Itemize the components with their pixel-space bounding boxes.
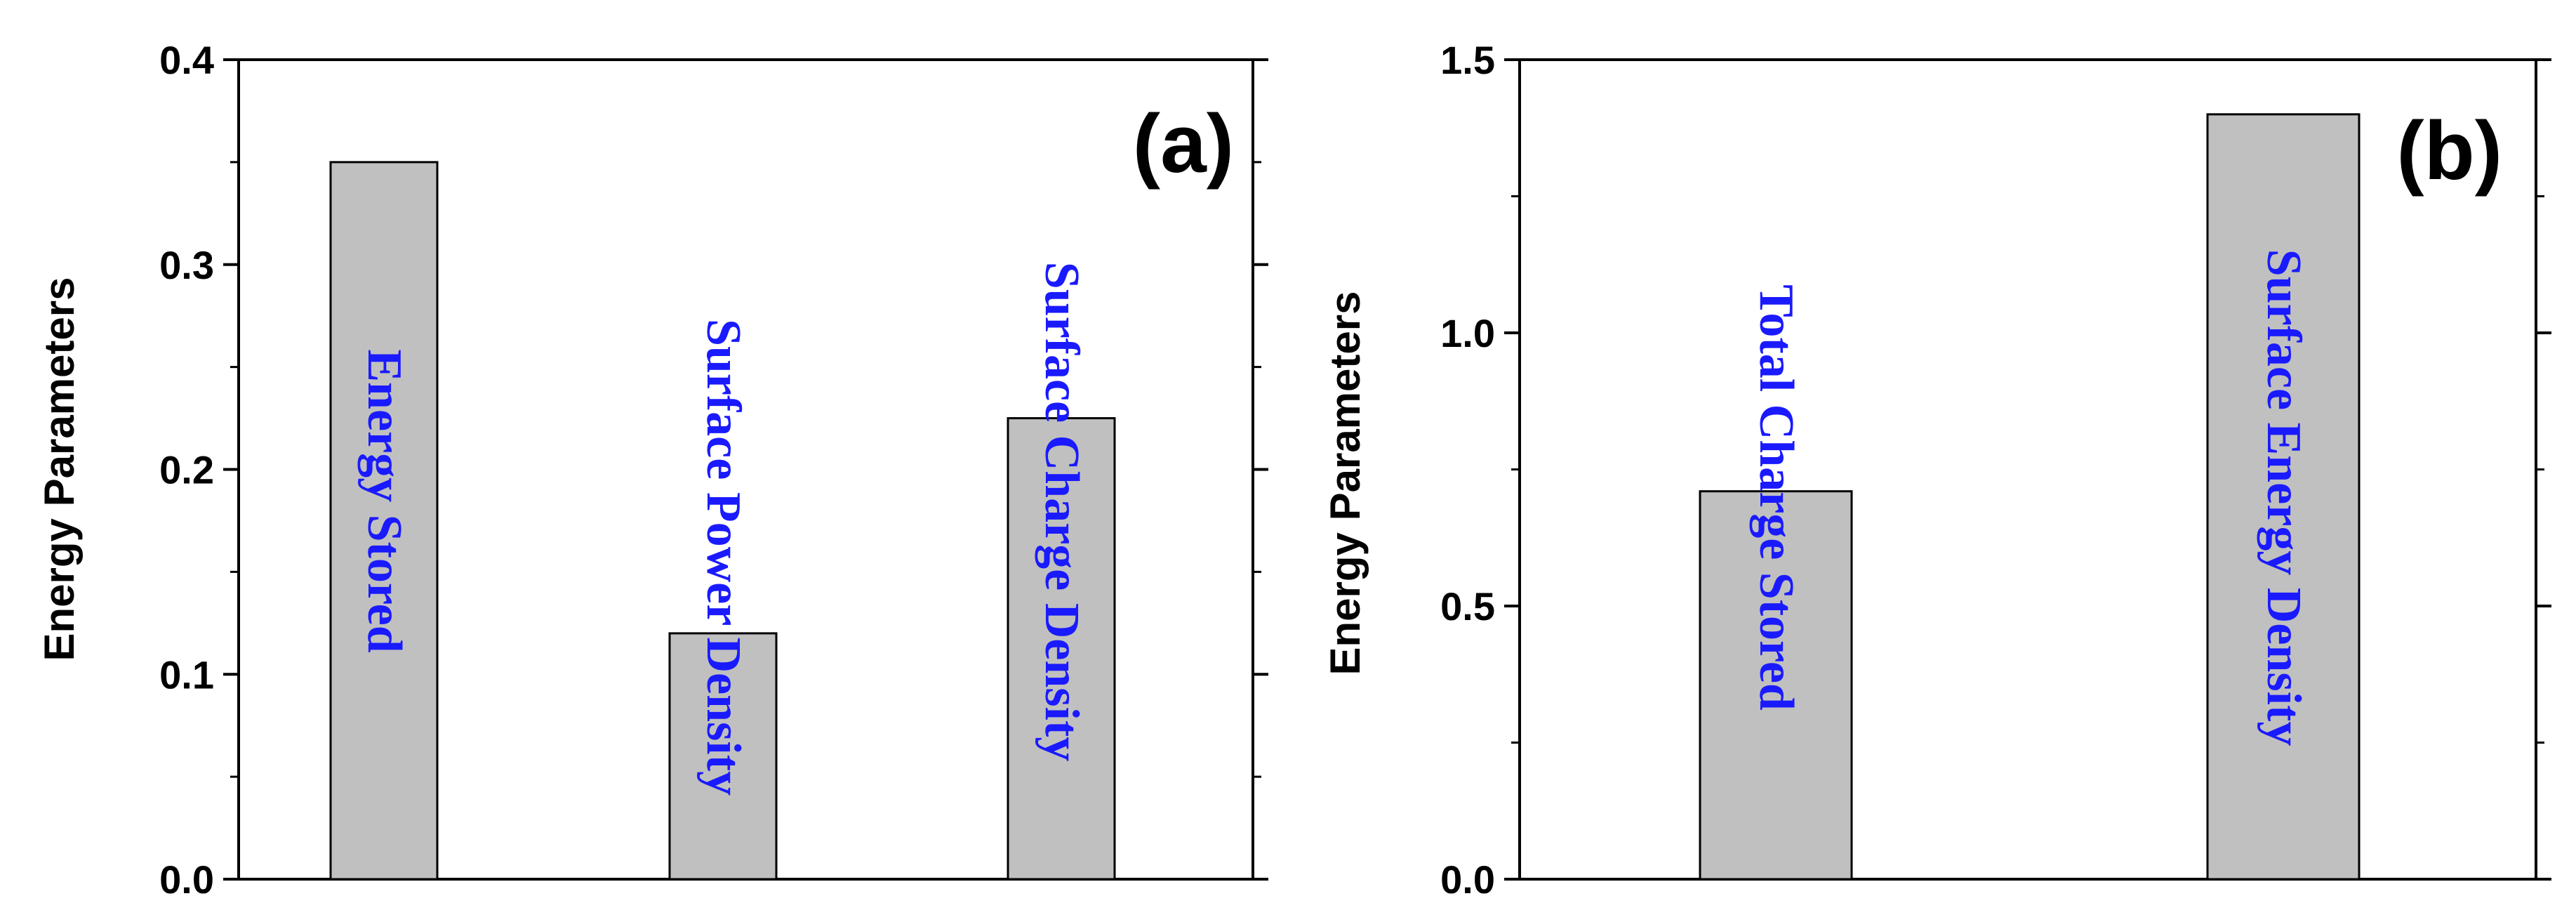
bar-label: Surface Power Density	[696, 319, 750, 796]
bars-b: Total Charge Stored Surface Energy Densit…	[1699, 113, 2361, 881]
bar-energy-stored	[329, 161, 439, 881]
bar-total-charge-stored	[1699, 490, 1853, 881]
bar-label: Surface Energy Density	[2257, 249, 2311, 746]
y-axis-title-a: Energy Parameters	[36, 277, 83, 661]
y-tick-label: 0.0	[159, 857, 214, 902]
bars-a: Energy Stored Surface Power Density Surfac…	[329, 161, 1116, 881]
y-tick-label: 0.1	[159, 652, 214, 697]
y-tick-label: 0.0	[1440, 857, 1495, 902]
panel-label-a: (a)	[1133, 98, 1234, 190]
chart-panel-a: 0.0 0.1 0.2 0.3 0.4 Energy Stored Surface Pow…	[36, 38, 1268, 902]
bar-surface-power-density	[668, 632, 778, 881]
y-axis-title-b: Energy Parameters	[1322, 291, 1369, 676]
panel-label-b: (b)	[2396, 105, 2502, 197]
y-tick-label: 1.5	[1440, 38, 1495, 82]
bar-surface-charge-density	[1007, 417, 1116, 881]
y-tick-label: 0.4	[159, 38, 214, 82]
chart-panel-b: 0.0 0.5 1.0 1.5 Total Charge Stored Surface …	[1322, 38, 2551, 902]
y-tick-label: 1.0	[1440, 311, 1495, 355]
bar-label: Total Charge Stored	[1749, 284, 1803, 711]
y-axis-ticks-a: 0.0 0.1 0.2 0.3 0.4	[159, 38, 1268, 902]
bar-surface-energy-density	[2206, 113, 2361, 881]
bar-label: Energy Stored	[357, 349, 411, 652]
bar-label: Surface Charge Density	[1035, 262, 1089, 762]
plot-frame-b	[1518, 58, 2537, 881]
y-tick-label: 0.3	[159, 243, 214, 287]
y-axis-ticks-b: 0.0 0.5 1.0 1.5	[1440, 38, 2551, 902]
y-tick-label: 0.2	[159, 448, 214, 492]
y-tick-label: 0.5	[1440, 584, 1495, 628]
